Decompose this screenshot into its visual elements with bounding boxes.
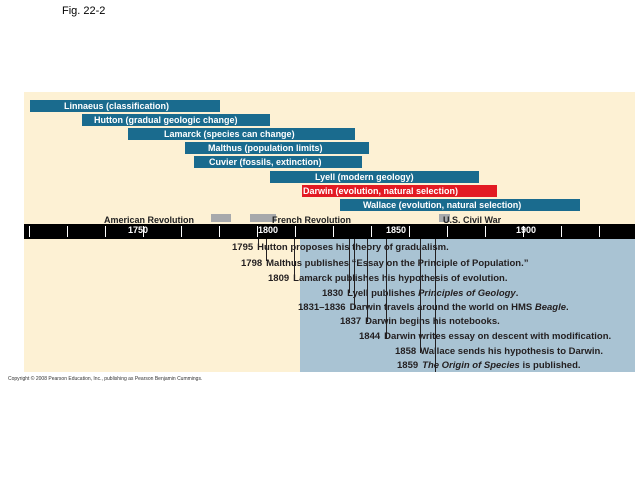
scientist-label-hutton: Hutton (gradual geologic change) — [94, 115, 238, 125]
figure-label: Fig. 22-2 — [62, 5, 106, 17]
leader-line-1809 — [294, 239, 295, 278]
event-year-1844: 1844 — [359, 331, 381, 342]
event-year-1837: 1837 — [340, 316, 362, 327]
french-revolution-label: French Revolution — [272, 215, 352, 225]
timeline-tick — [67, 226, 68, 237]
event-text-1858: Wallace sends his hypothesis to Darwin. — [420, 346, 603, 357]
year-label-1900: 1900 — [516, 225, 537, 235]
timeline-tick — [295, 226, 296, 237]
american-revolution-label: American Revolution — [104, 215, 195, 225]
year-label-1850: 1850 — [386, 225, 407, 235]
scientist-bar-lyell: Lyell (modern geology) — [270, 171, 479, 183]
event-year-1858: 1858 — [395, 346, 417, 357]
timeline-tick — [523, 226, 524, 237]
timeline-tick — [599, 226, 600, 237]
event-text-1859-b: is published. — [519, 360, 581, 371]
american-revolution-marker — [211, 214, 231, 222]
scientist-label-lyell: Lyell (modern geology) — [315, 172, 414, 182]
scientist-label-cuvier: Cuvier (fossils, extinction) — [209, 157, 322, 167]
scientist-label-malthus: Malthus (population limits) — [208, 143, 323, 153]
scientist-bar-hutton: Hutton (gradual geologic change) — [82, 114, 270, 126]
timeline-tick — [371, 226, 372, 237]
event-title-1831-1836: Beagle — [534, 302, 566, 313]
event-title-1859: The Origin of Species — [422, 360, 520, 371]
leader-line-1830 — [349, 239, 350, 293]
year-label-1800: 1800 — [258, 225, 279, 235]
scientist-label-linnaeus: Linnaeus (classification) — [64, 101, 170, 111]
leader-line-1795 — [258, 239, 259, 246]
event-year-1831-1836: 1831–1836 — [298, 302, 346, 313]
event-text-1798: Malthus publishes “Essay on the Principl… — [266, 258, 529, 269]
timeline-tick — [485, 226, 486, 237]
event-year-1795: 1795 — [232, 242, 254, 253]
leader-line-1859 — [435, 239, 436, 372]
event-1831-1836: 1831–1836 Darwin travels around the world… — [298, 302, 569, 313]
timeline-tick — [447, 226, 448, 237]
scientist-bar-wallace: Wallace (evolution, natural selection) — [340, 199, 580, 211]
event-1858: 1858 Wallace sends his hypothesis to Darw… — [395, 346, 603, 357]
event-1859: 1859 The Origin of Species is published. — [397, 360, 581, 371]
scientist-bar-lamarck: Lamarck (species can change) — [128, 128, 355, 140]
leader-line-1831 — [354, 239, 355, 309]
event-text-1795: Hutton proposes his theory of gradualism… — [257, 242, 449, 253]
event-text-1844: Darwin writes essay on descent with modi… — [384, 331, 612, 342]
scientist-label-darwin: Darwin (evolution, natural selection) — [303, 186, 459, 196]
event-1795: 1795 Hutton proposes his theory of gradua… — [232, 242, 449, 253]
event-text-1831-1836-b: . — [566, 302, 569, 313]
event-text-1830-b: . — [515, 288, 519, 299]
event-1837: 1837 Darwin begins his notebooks. — [340, 316, 500, 327]
leader-line-1858 — [420, 239, 421, 353]
timeline-tick — [219, 226, 220, 237]
french-revolution-marker — [250, 214, 276, 222]
scientist-label-wallace: Wallace (evolution, natural selection) — [363, 200, 522, 210]
events-background — [300, 238, 635, 372]
timeline-tick — [29, 226, 30, 237]
scientist-bar-linnaeus: Linnaeus (classification) — [30, 100, 220, 112]
event-text-1830-a: Lyell publishes — [347, 288, 419, 299]
event-1809: 1809 Lamarck publishes his hypothesis of … — [268, 273, 507, 284]
event-1844: 1844 Darwin writes essay on descent with … — [359, 331, 611, 342]
leader-line-1798 — [266, 239, 267, 261]
event-year-1830: 1830 — [322, 288, 344, 299]
timeline-tick — [143, 226, 144, 237]
event-year-1809: 1809 — [268, 273, 290, 284]
leader-line-1844 — [386, 239, 387, 338]
timeline-tick — [333, 226, 334, 237]
timeline-tick — [561, 226, 562, 237]
civil-war-label: U.S. Civil War — [443, 215, 502, 225]
event-title-1830: Principles of Geology — [418, 288, 516, 299]
event-1830: 1830 Lyell publishes Principles of Geolog… — [322, 288, 518, 299]
timeline-tick — [409, 226, 410, 237]
leader-line-1837 — [367, 239, 368, 322]
event-text-1809: Lamarck publishes his hypothesis of evol… — [293, 273, 508, 284]
scientist-label-lamarck: Lamarck (species can change) — [164, 129, 295, 139]
year-label-1750: 1750 — [128, 225, 149, 235]
copyright-notice: Copyright © 2008 Pearson Education, Inc.… — [8, 376, 203, 382]
timeline-tick — [257, 226, 258, 237]
event-year-1859: 1859 — [397, 360, 419, 371]
scientist-bar-darwin: Darwin (evolution, natural selection) — [302, 185, 497, 197]
timeline-axis — [24, 224, 635, 239]
civil-war-marker — [439, 214, 450, 222]
event-1798: 1798 Malthus publishes “Essay on the Prin… — [241, 258, 528, 269]
scientist-bar-cuvier: Cuvier (fossils, extinction) — [194, 156, 362, 168]
event-year-1798: 1798 — [241, 258, 263, 269]
timeline-tick — [105, 226, 106, 237]
timeline-tick — [181, 226, 182, 237]
event-text-1831-1836-a: Darwin travels around the world on HMS — [349, 302, 535, 313]
event-text-1837: Darwin begins his notebooks. — [365, 316, 500, 327]
scientist-bar-malthus: Malthus (population limits) — [185, 142, 369, 154]
